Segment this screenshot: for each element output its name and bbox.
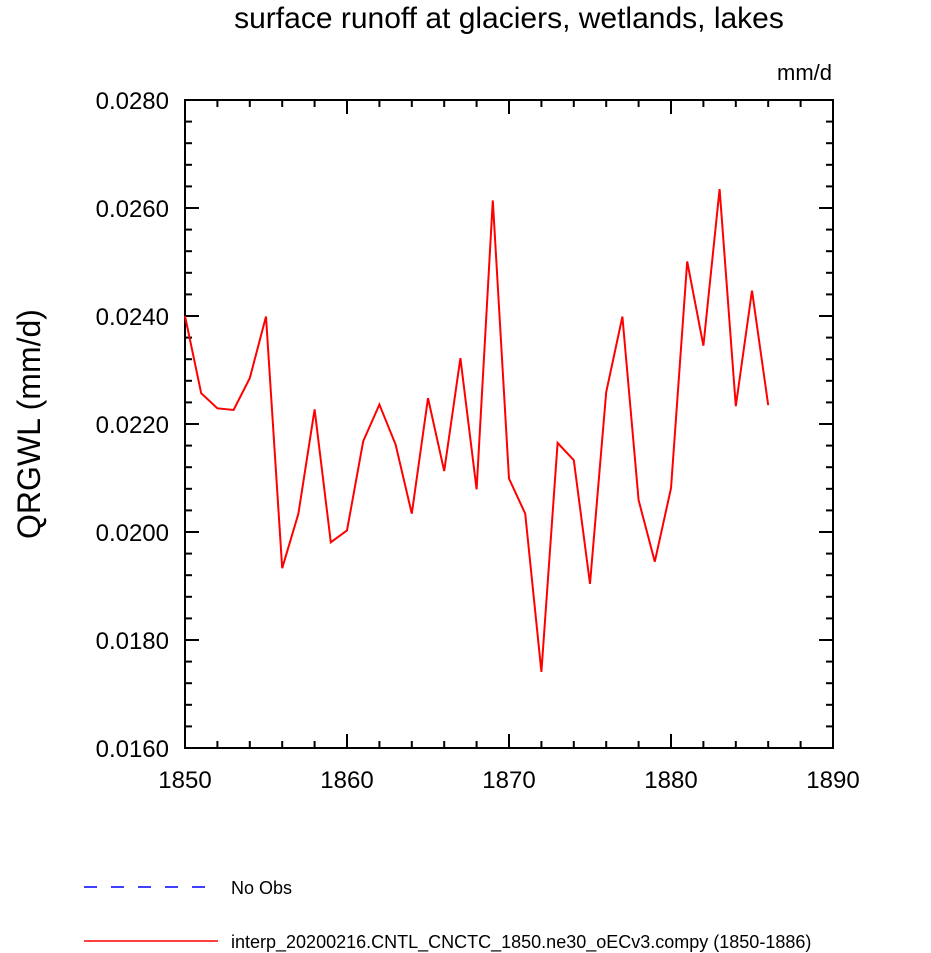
axis-tick-labels: 1850 1860 1870 1880 1890 0.0160 0.0180 0.0200 0.…: [96, 88, 860, 794]
plot-frame: [184, 99, 834, 749]
x-tick-label: 1870: [482, 767, 535, 794]
units-label: mm/d: [777, 60, 832, 85]
legend-label: interp_20200216.CNTL_CNCTC_1850.ne30_oEC…: [231, 932, 811, 953]
y-tick-label: 0.0160: [96, 736, 169, 763]
y-axis-label: QRGWL (mm/d): [11, 309, 47, 539]
legend: No Obs interp_20200216.CNTL_CNCTC_1850.ne…: [84, 878, 811, 953]
x-tick-label: 1890: [806, 767, 859, 794]
x-tick-label: 1860: [320, 767, 373, 794]
y-tick-label: 0.0200: [96, 520, 169, 547]
axis-ticks: [184, 99, 834, 749]
legend-label: No Obs: [231, 878, 292, 898]
series-layer: [184, 188, 770, 672]
chart-title: surface runoff at glaciers, wetlands, la…: [234, 2, 784, 35]
y-tick-label: 0.0220: [96, 412, 169, 439]
x-tick-label: 1880: [644, 767, 697, 794]
y-tick-label: 0.0180: [96, 628, 169, 655]
y-tick-label: 0.0240: [96, 304, 169, 331]
y-tick-label: 0.0260: [96, 196, 169, 223]
x-tick-label: 1850: [158, 767, 211, 794]
y-tick-label: 0.0280: [96, 88, 169, 115]
series-line: [184, 188, 770, 672]
